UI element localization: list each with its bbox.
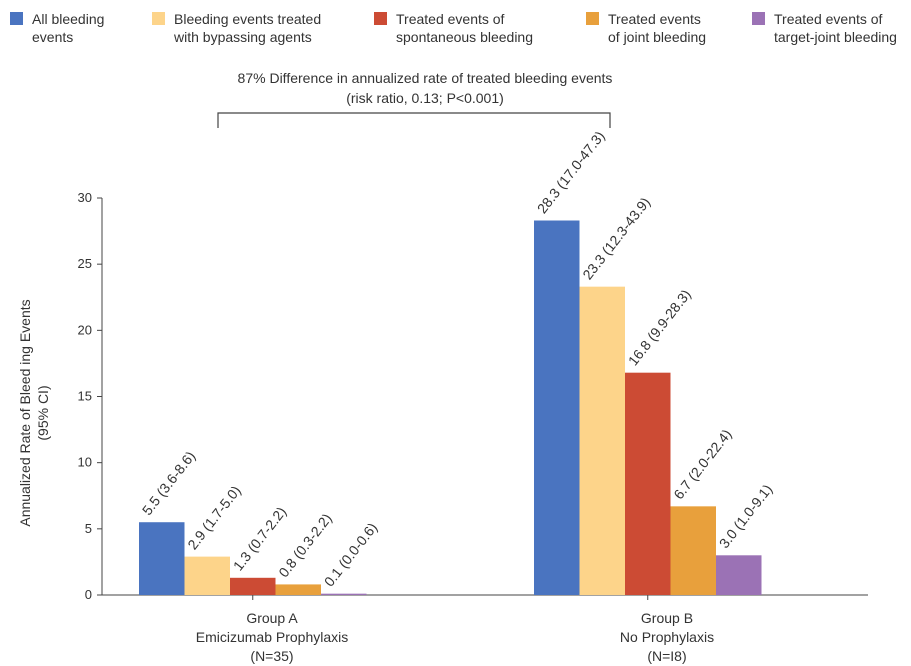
y-tick-label: 10 xyxy=(78,455,92,470)
legend-item-all-bleeding: All bleeding events xyxy=(10,10,104,46)
y-tick-label: 5 xyxy=(85,521,92,536)
legend-label: Treated events of spontaneous bleeding xyxy=(396,11,534,45)
data-label: 3.0 (1.0-9.1) xyxy=(716,481,776,551)
y-tick-label: 30 xyxy=(78,190,92,205)
group-b-name: Group B xyxy=(640,610,694,626)
bar xyxy=(321,593,367,595)
bar xyxy=(230,577,276,595)
y-tick-label: 15 xyxy=(78,389,92,404)
y-tick-label: 0 xyxy=(85,587,92,602)
legend: All bleeding events Bleeding events trea… xyxy=(10,10,910,54)
group-a-treatment: Emicizumab Prophylaxis xyxy=(195,629,349,645)
legend-label: Treated events of joint bleeding xyxy=(608,11,707,45)
y-tick-label: 20 xyxy=(78,322,92,337)
group-a-count: (N=35) xyxy=(250,648,294,664)
annotation-line-2: (risk ratio, 0.13; P<0.001) xyxy=(346,90,504,106)
bar xyxy=(139,522,185,595)
bar xyxy=(625,372,671,595)
data-label: 0.8 (0.3-2.2) xyxy=(275,510,335,580)
legend-label: Treated events of target-joint bleeding xyxy=(774,11,897,45)
y-tick-label: 25 xyxy=(78,256,92,271)
data-label: 0.1 (0.0-0.6) xyxy=(321,520,381,590)
group-a-label: Group A Emicizumab Prophylaxis (N=35) xyxy=(122,609,422,666)
annotation-line-1: 87% Difference in annualized rate of tre… xyxy=(237,70,613,86)
data-label: 23.3 (12.3-43.9) xyxy=(579,194,653,282)
legend-swatch xyxy=(374,12,387,25)
difference-annotation: 87% Difference in annualized rate of tre… xyxy=(110,68,740,108)
legend-item-bypassing-agents: Bleeding events treated with bypassing a… xyxy=(152,10,321,46)
bar xyxy=(275,584,321,595)
legend-swatch xyxy=(586,12,599,25)
legend-swatch xyxy=(752,12,765,25)
legend-item-target-joint: Treated events of target-joint bleeding xyxy=(752,10,897,46)
group-a-name: Group A xyxy=(246,610,298,626)
data-label: 6.7 (2.0-22.4) xyxy=(670,426,734,502)
data-label: 16.8 (9.9-28.3) xyxy=(625,286,694,368)
legend-item-spontaneous: Treated events of spontaneous bleeding xyxy=(374,10,533,46)
legend-swatch xyxy=(152,12,165,25)
group-b-label: Group B No Prophylaxis (N=I8) xyxy=(517,609,817,666)
legend-label: Bleeding events treated with bypassing a… xyxy=(174,11,322,45)
group-b-count: (N=I8) xyxy=(647,648,687,664)
legend-swatch xyxy=(10,12,23,25)
data-label: 5.5 (3.6-8.6) xyxy=(139,448,199,518)
data-label: 28.3 (17.0-47.3) xyxy=(534,128,608,216)
bar xyxy=(670,506,716,595)
data-label: 2.9 (1.7-5.0) xyxy=(184,483,244,553)
group-b-treatment: No Prophylaxis xyxy=(619,629,715,645)
bar xyxy=(184,556,230,595)
legend-label: All bleeding events xyxy=(32,11,105,45)
bar xyxy=(579,286,625,595)
bar xyxy=(534,220,580,595)
bar xyxy=(716,555,762,595)
comparison-bracket xyxy=(217,112,611,128)
legend-item-joint: Treated events of joint bleeding xyxy=(586,10,706,46)
